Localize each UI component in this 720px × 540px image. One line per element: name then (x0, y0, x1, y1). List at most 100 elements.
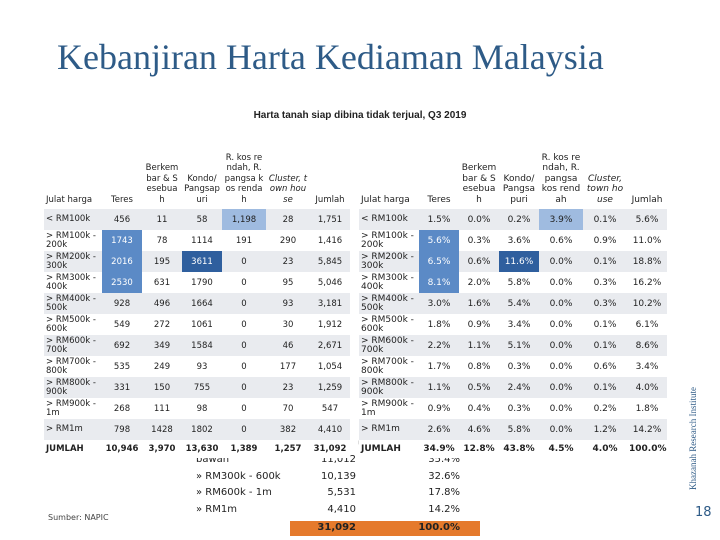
cell: 23 (282, 256, 294, 267)
cell: 0.3% (507, 361, 531, 372)
row: > RM600k - 700k 692 349 1584 0 46 2,671 (44, 335, 350, 356)
cell: 16.2% (632, 277, 662, 288)
cell: 10,946 (105, 444, 139, 454)
row-label: > RM500k - 600k (46, 314, 96, 334)
cell: 23 (282, 382, 294, 393)
cell: 0.3% (467, 235, 491, 246)
cell: 0 (241, 403, 247, 414)
cell: 1,054 (317, 361, 343, 372)
overlay-percent: 17.8% (428, 487, 460, 498)
row-label: > RM900k - 1m (361, 398, 414, 418)
cell: 349 (153, 340, 171, 351)
cell: 5.4% (507, 298, 531, 309)
cell: 1114 (191, 235, 213, 246)
cell: 0.0% (549, 382, 573, 393)
column-header: Teres (427, 194, 451, 205)
row-label: < RM100k (361, 214, 408, 224)
column-header: R. kos rendah, R. pangsa kos rendah (541, 152, 581, 205)
row: > RM1m 2.6% 4.6% 5.8% 0.0% 1.2% 14.2% (359, 419, 667, 440)
total-row: JUMLAH 10,946 3,970 13,630 1,389 1,257 31,092 (44, 440, 350, 458)
row-label: > RM600k - 700k (46, 335, 96, 355)
side-note: Khazanah Research Institute (688, 387, 698, 490)
cell: 547 (321, 403, 339, 414)
cell: 0.1% (593, 319, 617, 330)
column-header: Berkembar & Sesebuah (461, 163, 497, 205)
cell: 5.8% (507, 277, 531, 288)
row: > RM100k - 200k 1743 78 1114 191 290 1,416 (44, 230, 350, 251)
cell: 12.8% (463, 444, 495, 454)
cell: 0.6% (467, 256, 491, 267)
cell: 1.1% (467, 340, 491, 351)
cell: 6.5% (419, 251, 459, 272)
row-label: > RM800k - 900k (46, 377, 96, 397)
cell: 0.1% (593, 340, 617, 351)
cell: 11.6% (499, 251, 539, 272)
cell: 93 (196, 361, 208, 372)
row-label: > RM900k - 1m (46, 398, 96, 418)
cell: 496 (153, 298, 171, 309)
row: > RM700k - 800k 535 249 93 0 177 1,054 (44, 356, 350, 377)
cell: 1.8% (635, 403, 659, 414)
cell: 0.2% (507, 214, 531, 225)
cell: 798 (113, 424, 131, 435)
cell: 631 (153, 277, 171, 288)
cell: 93 (282, 298, 294, 309)
cell: 535 (113, 361, 131, 372)
cell: 150 (153, 382, 171, 393)
cell: 4,410 (317, 424, 343, 435)
cell: 95 (282, 277, 294, 288)
row: > RM600k - 700k 2.2% 1.1% 5.1% 0.0% 0.1% 8.6% (359, 335, 667, 356)
cell: 0.9% (427, 403, 451, 414)
cell: 2.6% (427, 424, 451, 435)
row: > RM400k - 500k 928 496 1664 0 93 3,181 (44, 293, 350, 314)
row: > RM900k - 1m 268 111 98 0 70 547 (44, 398, 350, 419)
cell: 1,912 (317, 319, 343, 330)
column-header: Kondo/ Pangsapuri (184, 173, 220, 205)
cell: 46 (282, 340, 294, 351)
cell: 6.1% (635, 319, 659, 330)
header-row: Julat harga Teres Berkembar & Sesebuah Kond… (359, 125, 667, 209)
table-caption: Harta tanah siap dibina tidak terjual, Q… (253, 110, 467, 121)
cell: 0.3% (593, 277, 617, 288)
row: > RM900k - 1m 0.9% 0.4% 0.3% 0.0% 0.2% 1.8% (359, 398, 667, 419)
row-label: > RM700k - 800k (361, 356, 414, 376)
cell: 5.1% (507, 340, 531, 351)
cell: 0.0% (549, 403, 573, 414)
cell: 3.9% (539, 209, 583, 230)
row: > RM400k - 500k 3.0% 1.6% 5.4% 0.0% 0.3% 10.2% (359, 293, 667, 314)
row-label: JUMLAH (46, 443, 84, 454)
cell: 4.0% (635, 382, 659, 393)
row-label: > RM100k - 200k (46, 230, 96, 250)
row-label: > RM300k - 400k (46, 272, 96, 292)
row-label: JUMLAH (361, 443, 401, 454)
cell: 3,181 (317, 298, 343, 309)
cell: 0.3% (507, 403, 531, 414)
cell: 549 (113, 319, 131, 330)
column-header: Jumlah (315, 194, 345, 205)
row: > RM500k - 600k 549 272 1061 0 30 1,912 (44, 314, 350, 335)
cell: 1.7% (427, 361, 451, 372)
cell: 3,970 (148, 444, 176, 454)
cell: 2016 (102, 251, 142, 272)
cell: 755 (193, 382, 211, 393)
cell: 30 (282, 319, 294, 330)
cell: 43.8% (503, 444, 535, 454)
cell: 18.8% (632, 256, 662, 267)
cell: 0.6% (549, 235, 573, 246)
overlay-label: » RM1m (196, 503, 237, 515)
row: > RM1m 798 1428 1802 0 382 4,410 (44, 419, 350, 440)
cell: 0.0% (549, 256, 573, 267)
cell: 249 (153, 361, 171, 372)
cell: 5,046 (317, 277, 343, 288)
cell: 98 (196, 403, 208, 414)
cell: 692 (113, 340, 131, 351)
cell: 0 (241, 298, 247, 309)
page-number: 18 (695, 505, 712, 520)
cell: 0.0% (549, 424, 573, 435)
cell: 100.0% (629, 444, 667, 454)
cell: 1428 (151, 424, 173, 435)
cell: 1664 (191, 298, 213, 309)
overlay-percent: 32.6% (428, 470, 460, 482)
cell: 0 (241, 256, 247, 267)
